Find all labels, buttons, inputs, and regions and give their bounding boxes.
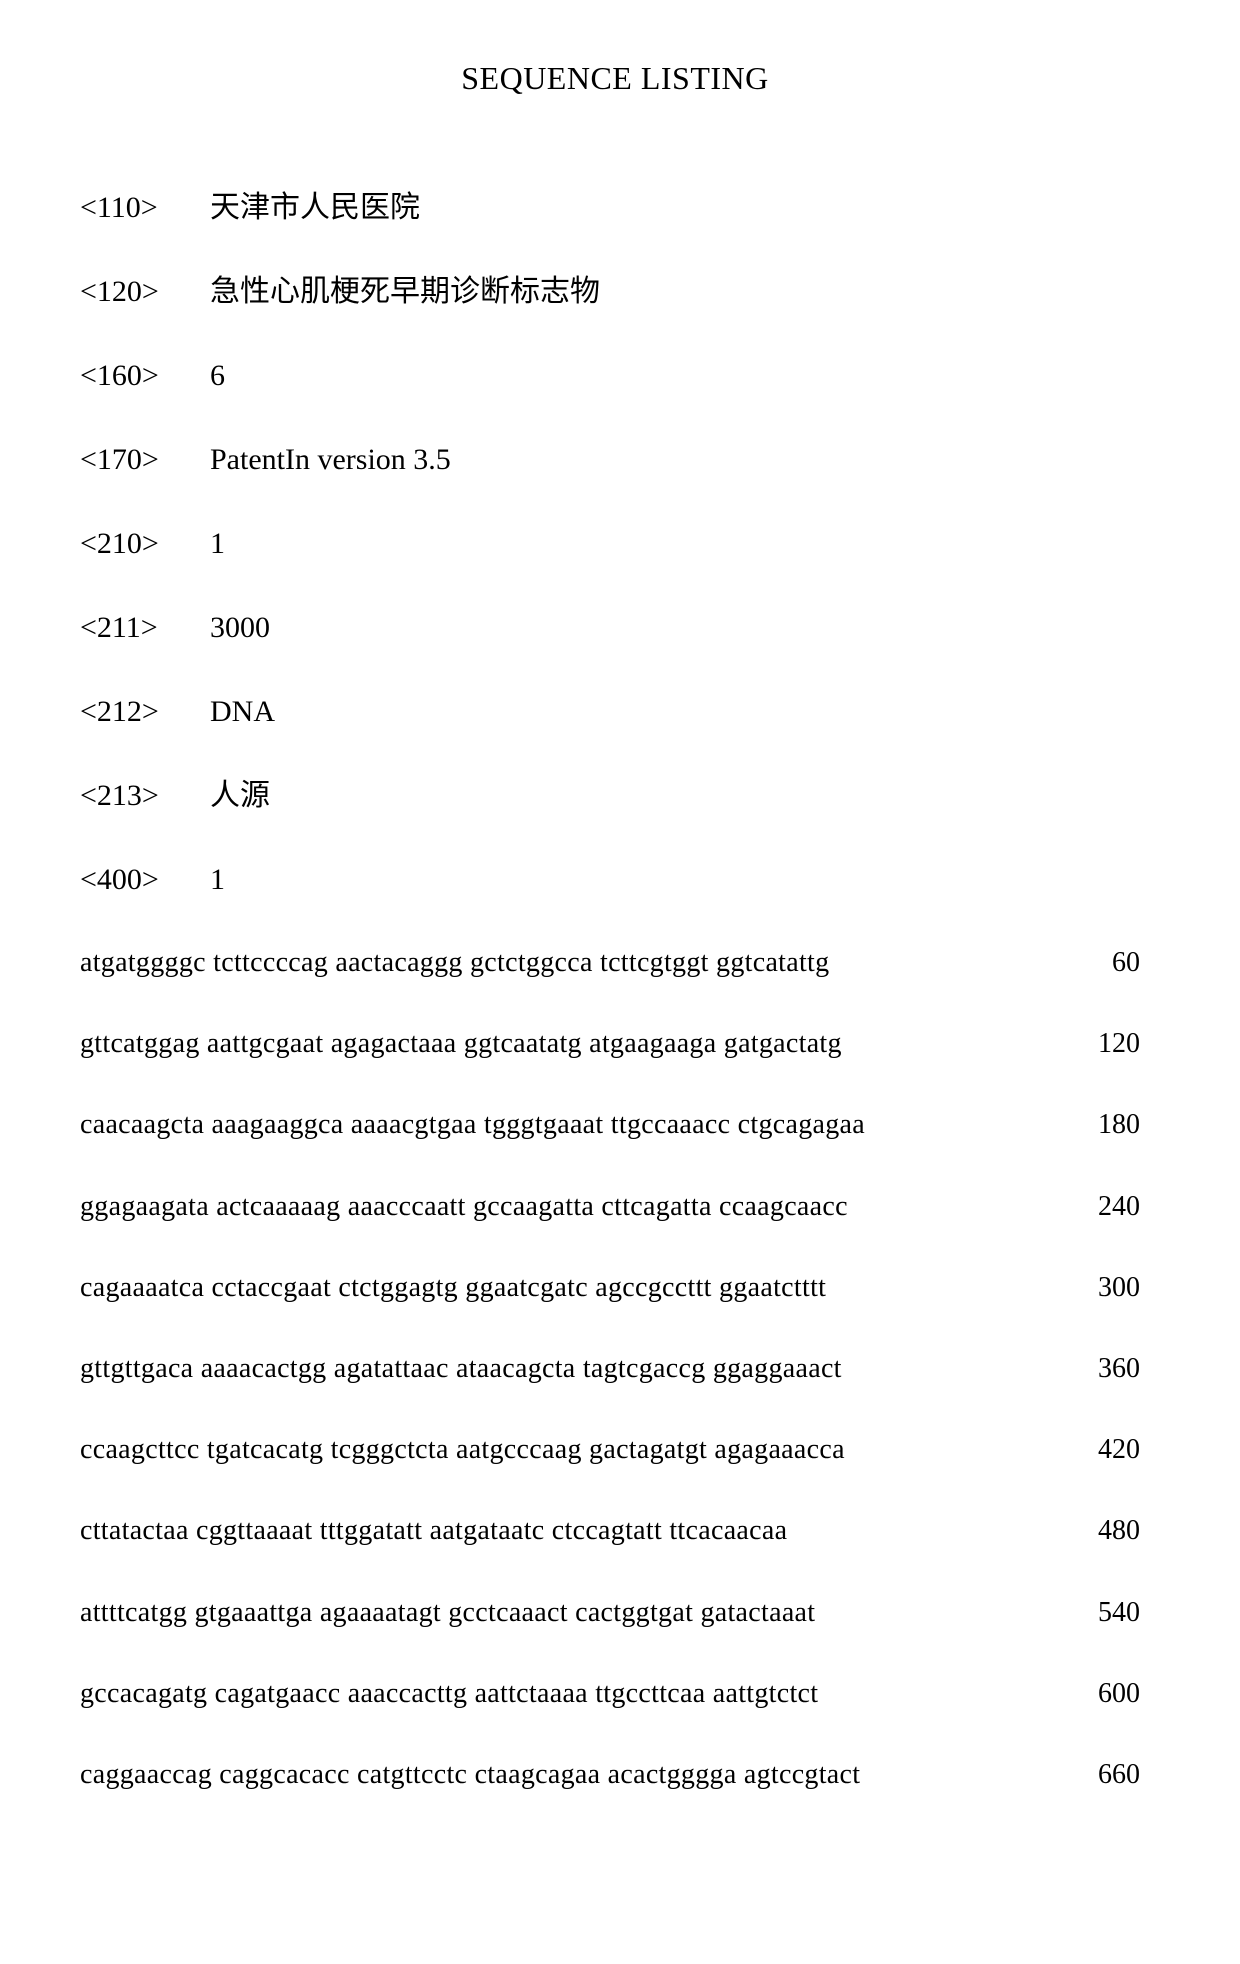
- sequence-text: gttcatggag aattgcgaat agagactaaa ggtcaat…: [80, 1024, 1020, 1063]
- sequence-position: 300: [1020, 1268, 1150, 1307]
- sequence-line: cagaaaatca cctaccgaat ctctggagtg ggaatcg…: [80, 1268, 1150, 1307]
- meta-value: 1: [210, 859, 1150, 901]
- meta-tag: <160>: [80, 355, 210, 397]
- meta-block: <110> 天津市人民医院 <120> 急性心肌梗死早期诊断标志物 <160> …: [80, 187, 1150, 901]
- meta-tag: <110>: [80, 187, 210, 229]
- sequence-position: 360: [1020, 1349, 1150, 1388]
- sequence-line: gccacagatg cagatgaacc aaaccacttg aattcta…: [80, 1674, 1150, 1713]
- meta-line: <210> 1: [80, 523, 1150, 565]
- sequence-position: 660: [1020, 1755, 1150, 1794]
- sequence-text: cttatactaa cggttaaaat tttggatatt aatgata…: [80, 1511, 1020, 1550]
- sequence-position: 540: [1020, 1593, 1150, 1632]
- meta-tag: <170>: [80, 439, 210, 481]
- meta-line: <120> 急性心肌梗死早期诊断标志物: [80, 271, 1150, 313]
- meta-value: 人源: [210, 775, 1150, 817]
- page: SEQUENCE LISTING <110> 天津市人民医院 <120> 急性心…: [0, 0, 1240, 1964]
- sequence-position: 600: [1020, 1674, 1150, 1713]
- sequence-line: ccaagcttcc tgatcacatg tcgggctcta aatgccc…: [80, 1430, 1150, 1469]
- sequence-line: gttcatggag aattgcgaat agagactaaa ggtcaat…: [80, 1024, 1150, 1063]
- sequence-text: caacaagcta aaagaaggca aaaacgtgaa tgggtga…: [80, 1105, 1020, 1144]
- meta-tag: <212>: [80, 691, 210, 733]
- meta-line: <211> 3000: [80, 607, 1150, 649]
- meta-value: 1: [210, 523, 1150, 565]
- meta-value: 急性心肌梗死早期诊断标志物: [210, 271, 1150, 313]
- sequence-line: atgatggggc tcttccccag aactacaggg gctctgg…: [80, 943, 1150, 982]
- sequence-line: caacaagcta aaagaaggca aaaacgtgaa tgggtga…: [80, 1105, 1150, 1144]
- meta-tag: <210>: [80, 523, 210, 565]
- meta-line: <160> 6: [80, 355, 1150, 397]
- sequence-position: 180: [1020, 1105, 1150, 1144]
- sequence-block: atgatggggc tcttccccag aactacaggg gctctgg…: [80, 943, 1150, 1794]
- sequence-line: ggagaagata actcaaaaag aaacccaatt gccaaga…: [80, 1187, 1150, 1226]
- meta-line: <400> 1: [80, 859, 1150, 901]
- meta-value: 天津市人民医院: [210, 187, 1150, 229]
- sequence-position: 60: [1020, 943, 1150, 982]
- sequence-text: ggagaagata actcaaaaag aaacccaatt gccaaga…: [80, 1187, 1020, 1226]
- meta-tag: <213>: [80, 775, 210, 817]
- sequence-text: attttcatgg gtgaaattga agaaaatagt gcctcaa…: [80, 1593, 1020, 1632]
- meta-line: <212> DNA: [80, 691, 1150, 733]
- meta-tag: <120>: [80, 271, 210, 313]
- sequence-text: gccacagatg cagatgaacc aaaccacttg aattcta…: [80, 1674, 1020, 1713]
- meta-value: PatentIn version 3.5: [210, 439, 1150, 481]
- meta-line: <170> PatentIn version 3.5: [80, 439, 1150, 481]
- meta-value: DNA: [210, 691, 1150, 733]
- meta-line: <110> 天津市人民医院: [80, 187, 1150, 229]
- sequence-text: gttgttgaca aaaacactgg agatattaac ataacag…: [80, 1349, 1020, 1388]
- page-title: SEQUENCE LISTING: [80, 60, 1150, 97]
- sequence-line: caggaaccag caggcacacc catgttcctc ctaagca…: [80, 1755, 1150, 1794]
- sequence-text: ccaagcttcc tgatcacatg tcgggctcta aatgccc…: [80, 1430, 1020, 1469]
- sequence-text: atgatggggc tcttccccag aactacaggg gctctgg…: [80, 943, 1020, 982]
- meta-line: <213> 人源: [80, 775, 1150, 817]
- sequence-text: cagaaaatca cctaccgaat ctctggagtg ggaatcg…: [80, 1268, 1020, 1307]
- sequence-line: gttgttgaca aaaacactgg agatattaac ataacag…: [80, 1349, 1150, 1388]
- sequence-text: caggaaccag caggcacacc catgttcctc ctaagca…: [80, 1755, 1020, 1794]
- sequence-line: cttatactaa cggttaaaat tttggatatt aatgata…: [80, 1511, 1150, 1550]
- sequence-position: 120: [1020, 1024, 1150, 1063]
- sequence-line: attttcatgg gtgaaattga agaaaatagt gcctcaa…: [80, 1593, 1150, 1632]
- meta-value: 3000: [210, 607, 1150, 649]
- meta-tag: <211>: [80, 607, 210, 649]
- sequence-position: 480: [1020, 1511, 1150, 1550]
- meta-value: 6: [210, 355, 1150, 397]
- meta-tag: <400>: [80, 859, 210, 901]
- sequence-position: 420: [1020, 1430, 1150, 1469]
- sequence-position: 240: [1020, 1187, 1150, 1226]
